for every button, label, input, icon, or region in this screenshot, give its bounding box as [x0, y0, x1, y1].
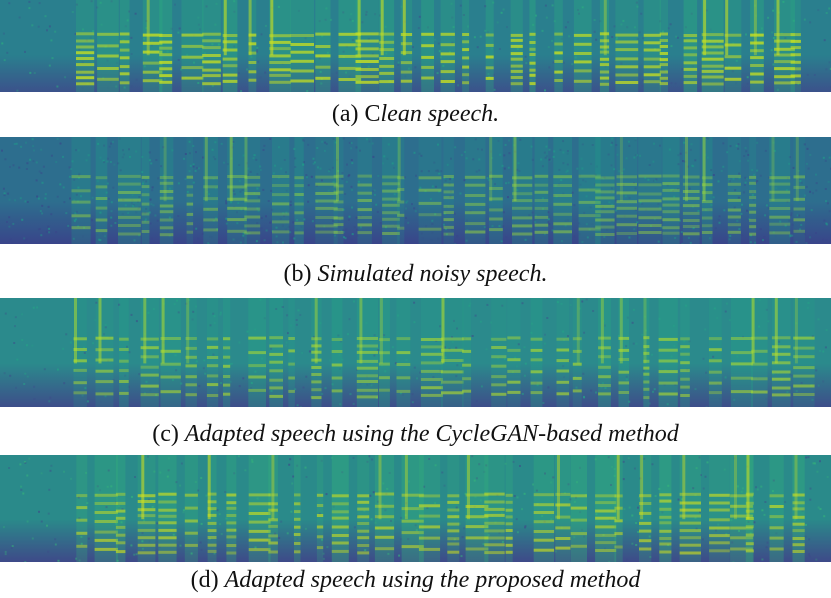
caption-a-prefix: (a) C	[331, 101, 381, 127]
caption-a: (a) Clean speech.	[0, 99, 831, 129]
caption-c-prefix: (c)	[152, 421, 179, 447]
spectrogram-noisy	[0, 137, 831, 244]
caption-d: (d) Adapted speech using the proposed me…	[0, 565, 831, 595]
caption-d-prefix: (d)	[190, 567, 219, 593]
spectrogram-cyclegan	[0, 298, 831, 407]
caption-b: (b) Simulated noisy speech.	[0, 259, 831, 289]
caption-d-text: Adapted speech using the proposed method	[224, 567, 641, 593]
caption-b-prefix: (b)	[283, 261, 312, 287]
caption-c-text: Adapted speech using the CycleGAN-based …	[184, 421, 679, 447]
caption-c: (c) Adapted speech using the CycleGAN-ba…	[0, 419, 831, 449]
spectrogram-proposed	[0, 455, 831, 562]
caption-a-text: lean speech.	[380, 101, 500, 127]
caption-b-text: Simulated noisy speech.	[317, 261, 548, 287]
spectrogram-clean	[0, 0, 831, 92]
